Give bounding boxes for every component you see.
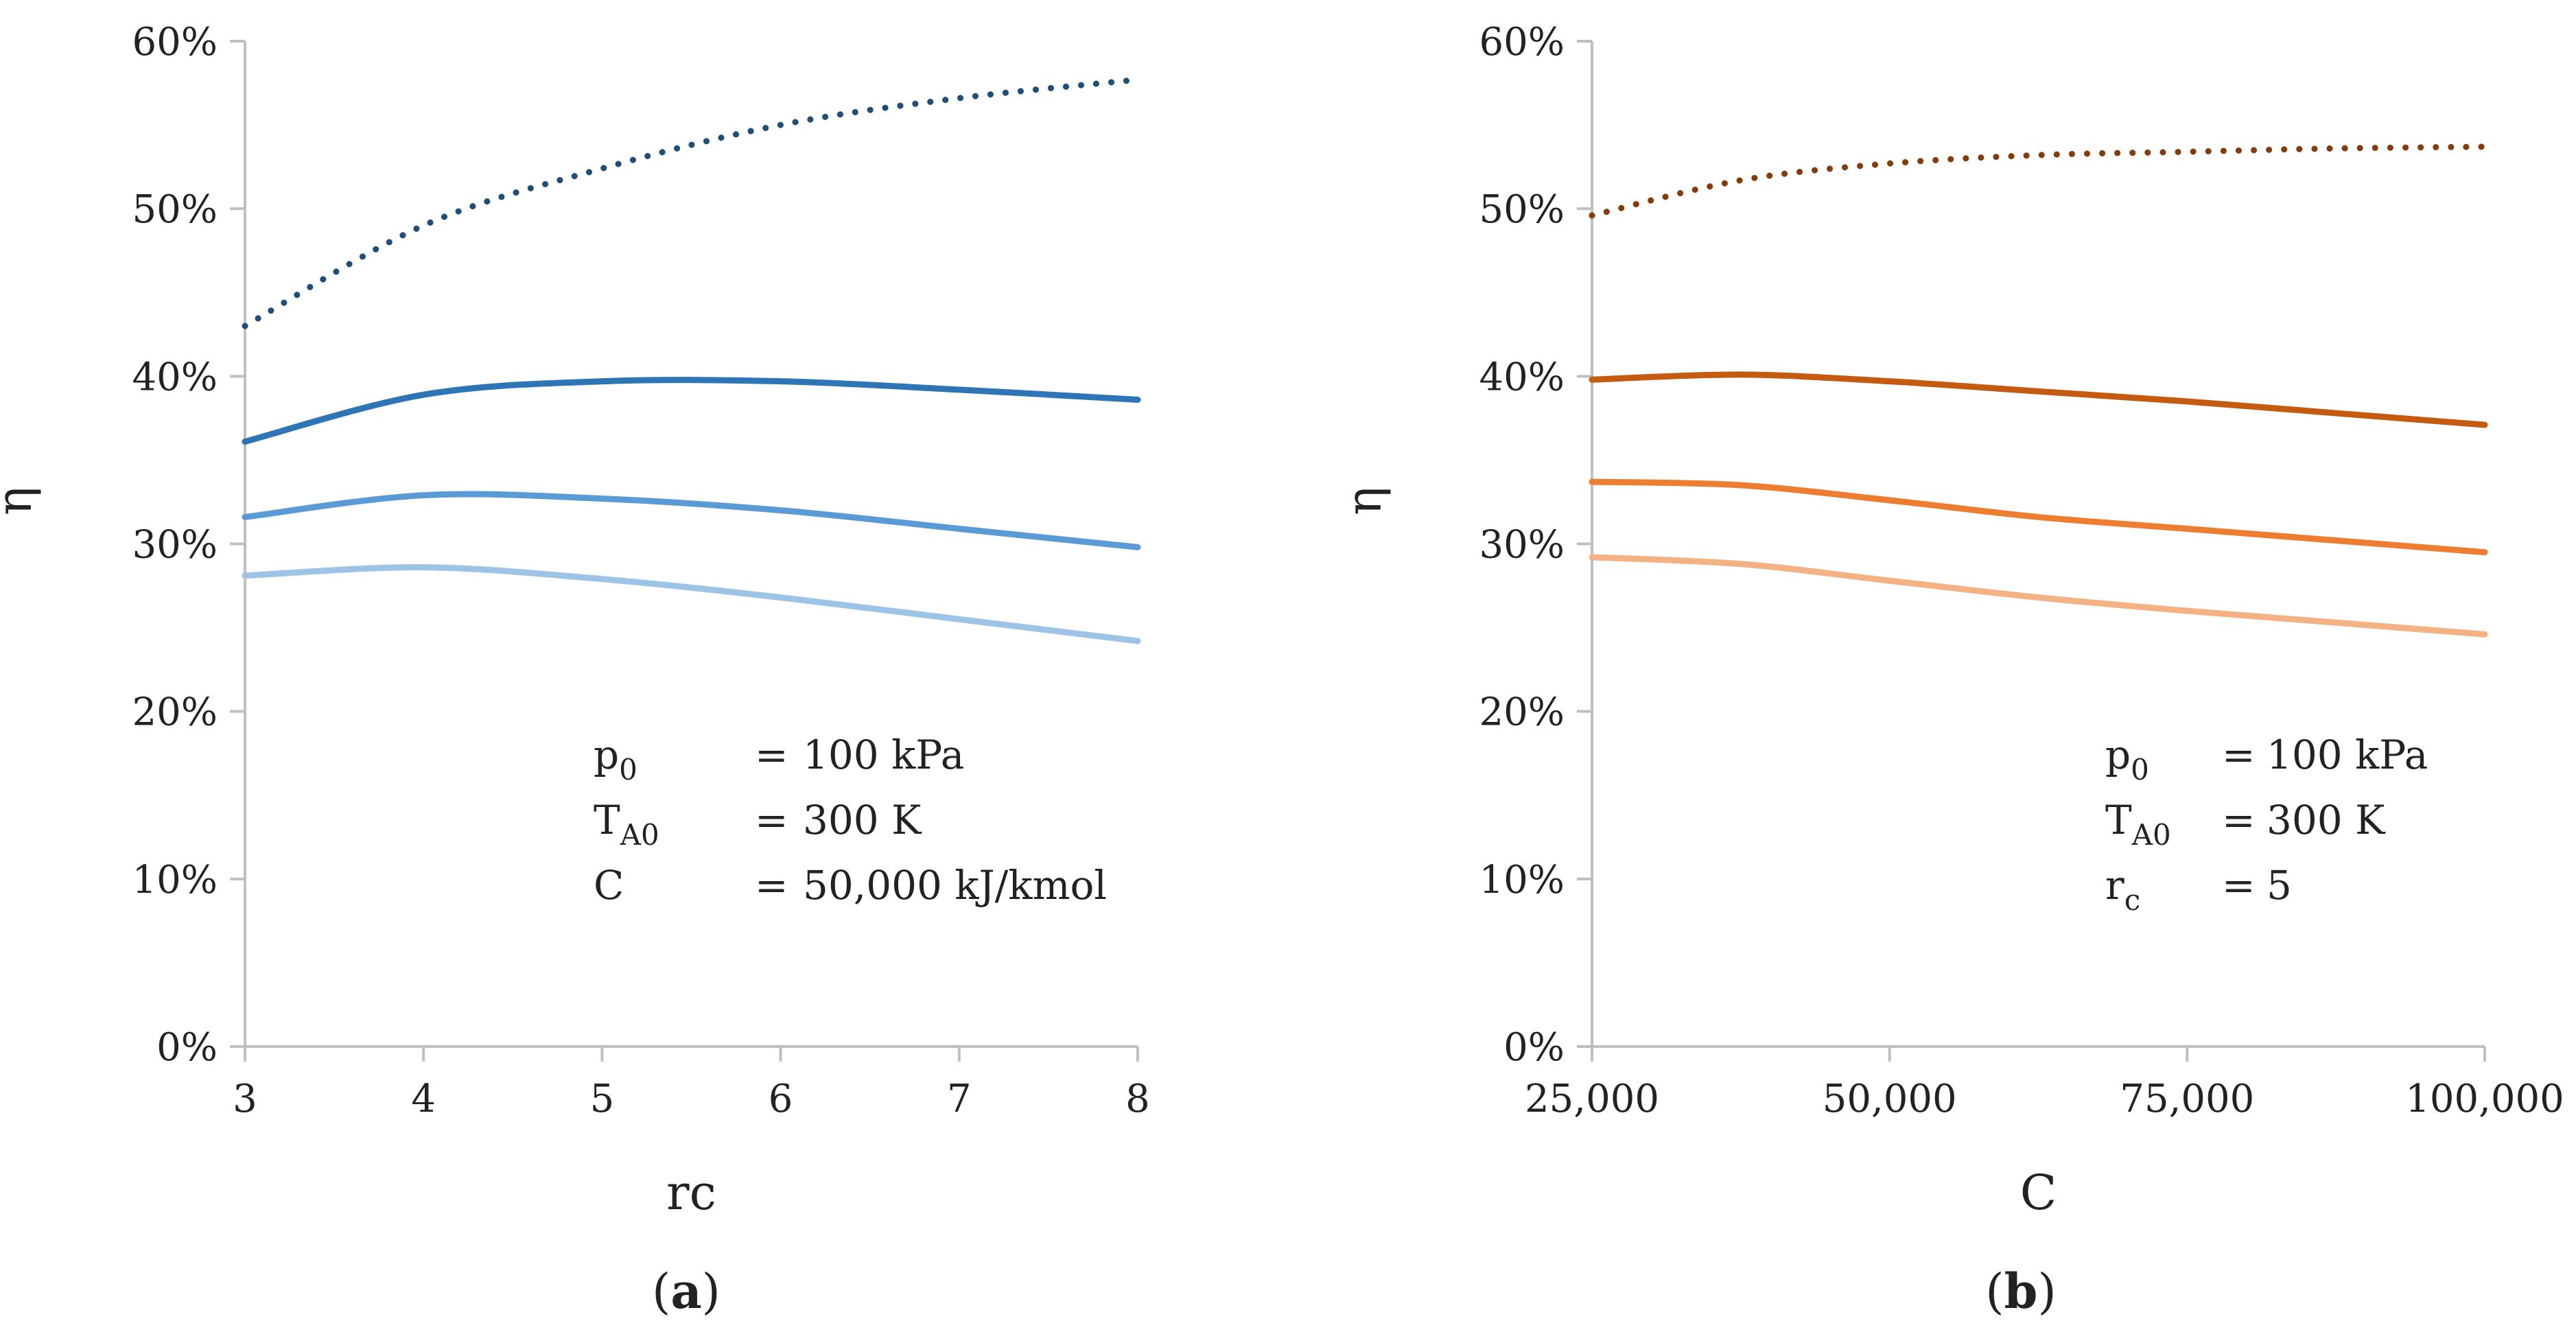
y-tick-label: 10% (1479, 858, 1565, 902)
y-tick-label: 20% (1479, 690, 1565, 735)
series-line-dotted (242, 76, 1141, 329)
x-tick-label: 100,000 (2405, 1077, 2564, 1121)
annotation-symbol: rc (2105, 862, 2140, 917)
annotation-value: 100 kPa (803, 732, 964, 778)
annotation-equals: = (755, 797, 788, 843)
series-line-solid-light (242, 564, 1141, 644)
x-tick-label: 75,000 (2120, 1077, 2254, 1121)
panel-label: (a) (652, 1263, 721, 1320)
series-line-solid-medium (242, 491, 1141, 550)
y-tick-label: 20% (132, 690, 218, 735)
annotation-symbol: TA0 (2105, 797, 2171, 852)
annotation-equals: = (755, 862, 788, 909)
y-tick-label: 60% (1479, 20, 1565, 65)
annotation-value: 100 kPa (2267, 732, 2428, 778)
annotation-value: 300 K (2267, 797, 2386, 843)
annotation-symbol: p0 (594, 732, 637, 786)
annotation-symbol: p0 (2105, 732, 2149, 786)
y-tick-label: 0% (1503, 1025, 1565, 1070)
y-tick-label: 10% (132, 858, 218, 902)
series-line-solid-light (1589, 554, 2488, 638)
panel-a-chart: 0% 10% 20% 30% 40% 50% 60% 3 4 5 6 7 8 η rc (a) p0 = 100 k… (0, 20, 1150, 1320)
x-tick-label: 5 (590, 1077, 615, 1121)
x-axis-title: C (2020, 1165, 2057, 1221)
y-tick-label: 50% (1479, 187, 1565, 232)
series-line-solid-dark (1589, 371, 2488, 428)
annotation-symbol: TA0 (594, 797, 659, 852)
y-tick-label: 40% (1479, 355, 1565, 399)
annotation-value: 5 (2267, 862, 2292, 909)
x-tick-label: 25,000 (1525, 1077, 1659, 1121)
x-tick-label: 4 (411, 1077, 436, 1121)
annotation-equals: = (2222, 797, 2256, 843)
x-tick-label: 3 (233, 1077, 257, 1121)
x-tick-label: 50,000 (1823, 1077, 1957, 1121)
y-axis-title: η (0, 487, 43, 515)
annotation-equals: = (2222, 732, 2256, 778)
panel-label: (b) (1985, 1263, 2057, 1320)
y-tick-label: 50% (132, 187, 218, 232)
y-tick-label: 0% (156, 1025, 218, 1070)
x-tick-label: 7 (947, 1077, 972, 1121)
series-line-solid-dark (242, 377, 1141, 445)
series-line-solid-medium (1589, 478, 2488, 556)
annotation-value: 50,000 kJ/kmol (803, 862, 1107, 909)
y-axis-title: η (1336, 487, 1392, 515)
x-tick-label: 8 (1125, 1077, 1150, 1121)
annotation-equals: = (755, 732, 788, 778)
x-axis-title: rc (666, 1165, 716, 1221)
panel-b-chart: 0% 10% 20% 30% 40% 50% 60% 25,000 50,000 75,000 10… (1336, 20, 2564, 1320)
y-tick-label: 60% (132, 20, 218, 65)
annotation-value: 300 K (803, 797, 922, 843)
y-tick-label: 30% (132, 523, 218, 568)
annotation-equals: = (2222, 862, 2256, 909)
series-line-dotted (1589, 143, 2488, 219)
y-tick-label: 40% (132, 355, 218, 399)
x-tick-label: 6 (769, 1077, 793, 1121)
y-tick-label: 30% (1479, 523, 1565, 568)
annotation-symbol: C (594, 862, 624, 909)
